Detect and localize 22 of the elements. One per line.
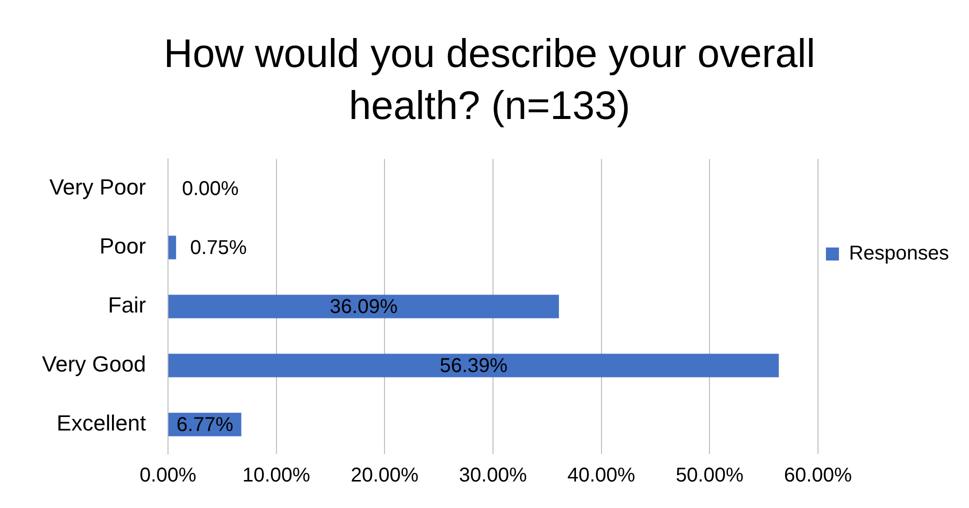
y-tick-label: Excellent — [56, 410, 146, 436]
data-label: 0.75% — [190, 237, 248, 260]
x-tick-label: 40.00% — [567, 464, 636, 487]
bar — [168, 294, 559, 318]
y-tick-label: Poor — [99, 234, 146, 259]
data-label: 6.77% — [176, 414, 234, 436]
y-tick-label: Very Good — [42, 352, 146, 377]
bar — [168, 354, 779, 378]
chart-title: How would you describe your overall health? (n=133) — [164, 32, 816, 128]
x-tick-label: 20.00% — [350, 464, 419, 487]
data-label: 56.39% — [440, 355, 508, 378]
x-tick-label: 10.00% — [242, 464, 310, 487]
data-label: 36.09% — [330, 296, 398, 318]
x-tick-label: 50.00% — [676, 464, 744, 487]
legend-label: Responses — [848, 242, 950, 265]
y-tick-label: Fair — [108, 292, 146, 318]
data-label: 0.00% — [182, 178, 239, 200]
x-tick-label: 30.00% — [459, 464, 528, 487]
y-tick-label: Very Poor — [49, 174, 146, 200]
x-tick-label: 0.00% — [140, 464, 197, 487]
bar — [168, 236, 176, 260]
x-tick-label: 60.00% — [784, 464, 852, 487]
